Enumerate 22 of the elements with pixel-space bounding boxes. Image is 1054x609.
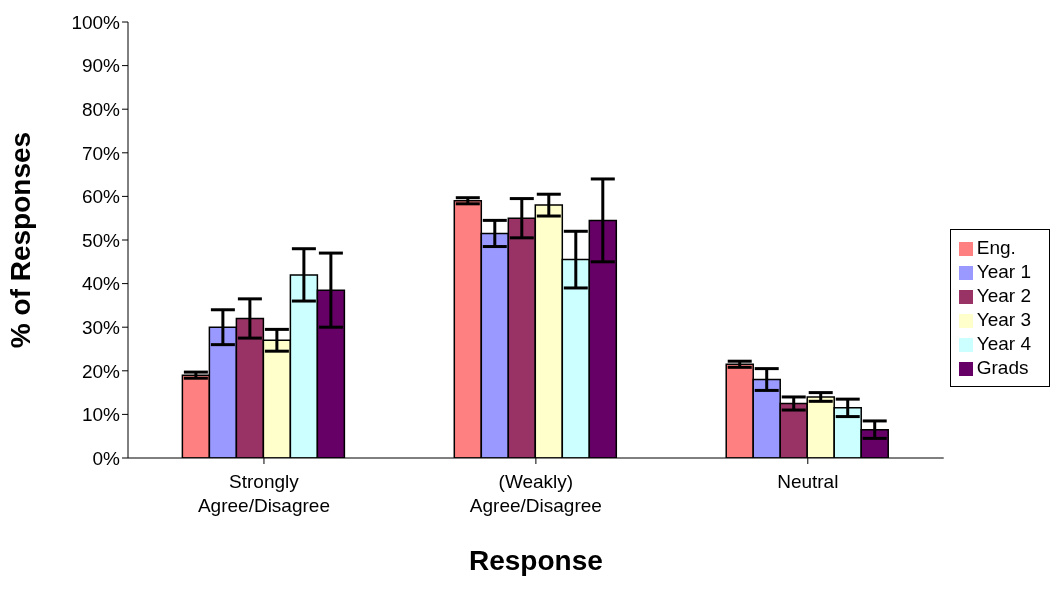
legend-label: Year 3	[976, 309, 1031, 330]
y-tick-label: 20%	[81, 360, 121, 382]
legend-label: Year 4	[976, 333, 1031, 354]
y-tick-label: 90%	[81, 55, 121, 77]
y-tick-label: 0%	[92, 447, 121, 469]
y-tick-label: 30%	[81, 316, 121, 338]
legend-label: Grads	[976, 357, 1029, 378]
x-tick-label: (Weakly) Agree/Disagree	[469, 471, 602, 516]
x-tick-label: Neutral	[777, 471, 839, 492]
x-axis-title: Response	[468, 545, 603, 576]
legend-label: Year 2	[976, 285, 1031, 306]
y-tick-label: 60%	[81, 186, 121, 208]
y-tick-label: 50%	[81, 229, 121, 251]
legend-label: Year 1	[976, 261, 1031, 282]
y-tick-label: 80%	[81, 98, 121, 120]
y-tick-label: 40%	[81, 273, 121, 295]
y-tick-label: 70%	[81, 142, 121, 164]
y-tick-label: 100%	[71, 11, 121, 33]
x-tick-label: Strongly Agree/Disagree	[197, 471, 330, 516]
y-axis-title: % of Responses	[4, 131, 36, 349]
y-tick-label: 10%	[81, 404, 121, 426]
legend-label: Eng.	[976, 237, 1016, 258]
